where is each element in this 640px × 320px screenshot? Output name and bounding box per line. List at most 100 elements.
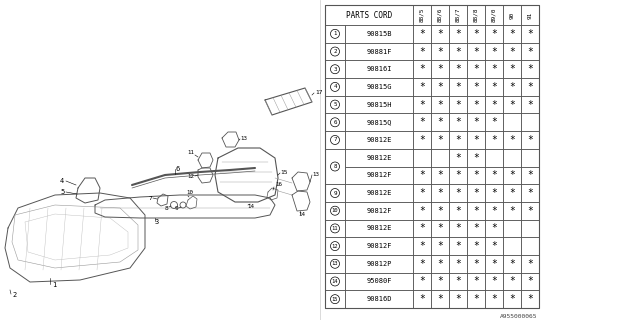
Bar [521, 290, 539, 308]
Bar [413, 78, 431, 96]
Bar [345, 166, 413, 184]
Text: *: * [419, 170, 425, 180]
Bar [449, 184, 467, 202]
Bar [449, 96, 467, 113]
Text: *: * [527, 82, 533, 92]
Text: *: * [527, 188, 533, 198]
Text: *: * [509, 29, 515, 39]
Text: 90815Q: 90815Q [366, 119, 392, 125]
Bar [449, 60, 467, 78]
Text: *: * [509, 135, 515, 145]
Text: 1: 1 [52, 282, 56, 288]
Bar [345, 25, 413, 43]
Text: 15: 15 [332, 297, 339, 302]
Text: *: * [473, 64, 479, 74]
Bar [325, 290, 345, 308]
Text: 12: 12 [187, 174, 194, 180]
Text: 7: 7 [333, 138, 337, 142]
Bar [325, 255, 345, 273]
Bar [467, 43, 485, 60]
Text: *: * [455, 206, 461, 216]
Text: 91: 91 [527, 12, 532, 19]
Text: 4: 4 [333, 84, 337, 89]
Bar [413, 166, 431, 184]
Text: *: * [419, 276, 425, 286]
Bar [413, 220, 431, 237]
Text: 17: 17 [315, 90, 323, 94]
Text: 2: 2 [12, 292, 16, 298]
Text: *: * [419, 135, 425, 145]
Bar [325, 78, 345, 96]
Text: 4: 4 [60, 178, 64, 184]
Bar [485, 290, 503, 308]
Text: *: * [455, 276, 461, 286]
Bar [325, 202, 345, 220]
Text: 10: 10 [186, 190, 193, 196]
Text: *: * [473, 206, 479, 216]
Text: *: * [455, 223, 461, 233]
Text: *: * [473, 135, 479, 145]
Text: 90812E: 90812E [366, 137, 392, 143]
Text: *: * [491, 188, 497, 198]
Text: 6: 6 [175, 166, 179, 172]
Bar [413, 25, 431, 43]
Bar [345, 220, 413, 237]
Bar [503, 60, 521, 78]
Bar [521, 149, 539, 166]
Bar [467, 131, 485, 149]
Bar [503, 184, 521, 202]
Text: *: * [455, 64, 461, 74]
Bar [345, 43, 413, 60]
Text: *: * [419, 294, 425, 304]
Text: *: * [509, 46, 515, 57]
Bar [503, 5, 521, 25]
Bar [503, 220, 521, 237]
Text: *: * [527, 64, 533, 74]
Bar [345, 237, 413, 255]
Bar [485, 149, 503, 166]
Text: *: * [437, 29, 443, 39]
Text: 7: 7 [148, 196, 152, 201]
Bar [449, 113, 467, 131]
Text: *: * [437, 100, 443, 109]
Text: *: * [455, 241, 461, 251]
Text: *: * [473, 153, 479, 163]
Text: *: * [437, 46, 443, 57]
Bar [345, 113, 413, 131]
Bar [345, 149, 413, 166]
Bar [467, 290, 485, 308]
Bar [521, 202, 539, 220]
Text: *: * [527, 46, 533, 57]
Text: *: * [419, 29, 425, 39]
Bar [449, 43, 467, 60]
Text: 13: 13 [240, 135, 247, 140]
Text: *: * [509, 64, 515, 74]
Bar [413, 255, 431, 273]
Bar [431, 220, 449, 237]
Text: 90815B: 90815B [366, 31, 392, 37]
Bar [503, 273, 521, 290]
Bar [467, 96, 485, 113]
Text: 89/0: 89/0 [492, 8, 497, 22]
Text: *: * [473, 188, 479, 198]
Bar [449, 78, 467, 96]
Bar [345, 184, 413, 202]
Bar [345, 131, 413, 149]
Text: *: * [491, 259, 497, 269]
Bar [485, 184, 503, 202]
Bar [467, 202, 485, 220]
Text: *: * [455, 259, 461, 269]
Text: *: * [491, 117, 497, 127]
Bar [467, 184, 485, 202]
Bar [467, 273, 485, 290]
Bar [413, 113, 431, 131]
Text: *: * [527, 170, 533, 180]
Text: *: * [437, 206, 443, 216]
Text: *: * [527, 100, 533, 109]
Bar [325, 149, 345, 184]
Text: *: * [437, 64, 443, 74]
Text: *: * [437, 294, 443, 304]
Text: *: * [491, 294, 497, 304]
Bar [325, 220, 345, 237]
Text: A955000065: A955000065 [499, 315, 537, 319]
